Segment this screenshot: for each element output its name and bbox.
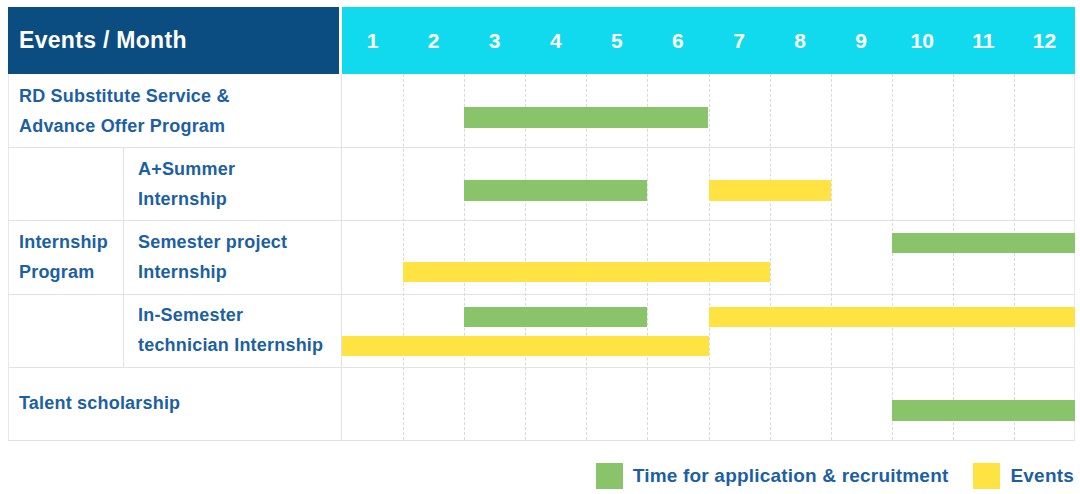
row-label-talent-scholarship: Talent scholarship bbox=[8, 367, 341, 440]
row-label-line: Internship bbox=[138, 257, 341, 287]
label-month-divider bbox=[341, 74, 342, 440]
month-header-cell: 1 bbox=[342, 7, 403, 74]
row-label-in-semester-technician-internship: In-Semestertechnician Internship bbox=[124, 294, 341, 367]
bar-yellow-in-semester-technician-internship bbox=[709, 307, 1076, 327]
row-label-line: Advance Offer Program bbox=[19, 111, 341, 141]
bar-green-semester-project-internship bbox=[892, 233, 1075, 253]
row-label-semester-project-internship: Semester projectInternship bbox=[124, 220, 341, 293]
row-label-line: RD Substitute Service & bbox=[19, 81, 341, 111]
month-grid-line bbox=[525, 74, 526, 440]
gantt-schedule: Events / Month 123456789101112 Internshi… bbox=[0, 0, 1080, 494]
group-label-line: Program bbox=[19, 257, 123, 287]
events-month-header-cell: Events / Month bbox=[8, 7, 339, 74]
row-label-line: A+Summer bbox=[138, 154, 341, 184]
bar-green-talent-scholarship bbox=[892, 400, 1075, 421]
month-header-cell: 9 bbox=[831, 7, 892, 74]
legend-swatch-green bbox=[596, 463, 623, 489]
month-header-cell: 8 bbox=[770, 7, 831, 74]
legend-item-events: Events bbox=[973, 463, 1074, 489]
month-header-cell: 10 bbox=[892, 7, 953, 74]
events-month-title: Events / Month bbox=[19, 27, 187, 54]
month-grid-line bbox=[831, 74, 832, 440]
month-header-row: 123456789101112 bbox=[342, 7, 1075, 74]
month-grid-line bbox=[464, 74, 465, 440]
bar-yellow-semester-project-internship bbox=[403, 262, 770, 282]
month-header-cell: 3 bbox=[464, 7, 525, 74]
row-divider-line bbox=[8, 440, 1075, 441]
bar-green-a-plus-summer-internship bbox=[464, 180, 647, 201]
legend-swatch-yellow bbox=[973, 463, 1000, 489]
month-header-cell: 4 bbox=[525, 7, 586, 74]
row-label-line: technician Internship bbox=[138, 330, 341, 360]
month-grid-line bbox=[770, 74, 771, 440]
legend-label-application-recruitment: Time for application & recruitment bbox=[633, 465, 949, 487]
month-grid-line bbox=[403, 74, 404, 440]
row-label-a-plus-summer-internship: A+SummerInternship bbox=[124, 147, 341, 220]
month-grid-line bbox=[647, 74, 648, 440]
table-right-border bbox=[1074, 74, 1075, 440]
group-label-line: Internship bbox=[19, 227, 123, 257]
month-header-cell: 2 bbox=[403, 7, 464, 74]
month-header-cell: 6 bbox=[647, 7, 708, 74]
month-grid-line bbox=[1014, 74, 1015, 440]
row-label-line: Talent scholarship bbox=[19, 388, 341, 418]
bar-green-in-semester-technician-internship bbox=[464, 307, 647, 327]
legend: Time for application & recruitment Event… bbox=[596, 461, 1074, 491]
bar-yellow-in-semester-technician-internship bbox=[342, 336, 709, 356]
month-grid-line bbox=[709, 74, 710, 440]
month-header-cell: 11 bbox=[953, 7, 1014, 74]
row-label-line: Semester project bbox=[138, 227, 341, 257]
month-header-cell: 7 bbox=[708, 7, 769, 74]
group-label-internship-program: InternshipProgram bbox=[8, 147, 123, 367]
legend-item-application-recruitment: Time for application & recruitment bbox=[596, 463, 949, 489]
month-grid-line bbox=[586, 74, 587, 440]
month-grid-line bbox=[953, 74, 954, 440]
bar-green-rd-substitute bbox=[464, 107, 708, 128]
bar-yellow-a-plus-summer-internship bbox=[709, 180, 831, 201]
month-grid-line bbox=[892, 74, 893, 440]
row-label-line: In-Semester bbox=[138, 300, 341, 330]
month-header-cell: 12 bbox=[1014, 7, 1075, 74]
row-label-line: Internship bbox=[138, 184, 341, 214]
row-label-rd-substitute: RD Substitute Service &Advance Offer Pro… bbox=[8, 74, 341, 147]
month-header-cell: 5 bbox=[586, 7, 647, 74]
legend-label-events: Events bbox=[1010, 465, 1074, 487]
